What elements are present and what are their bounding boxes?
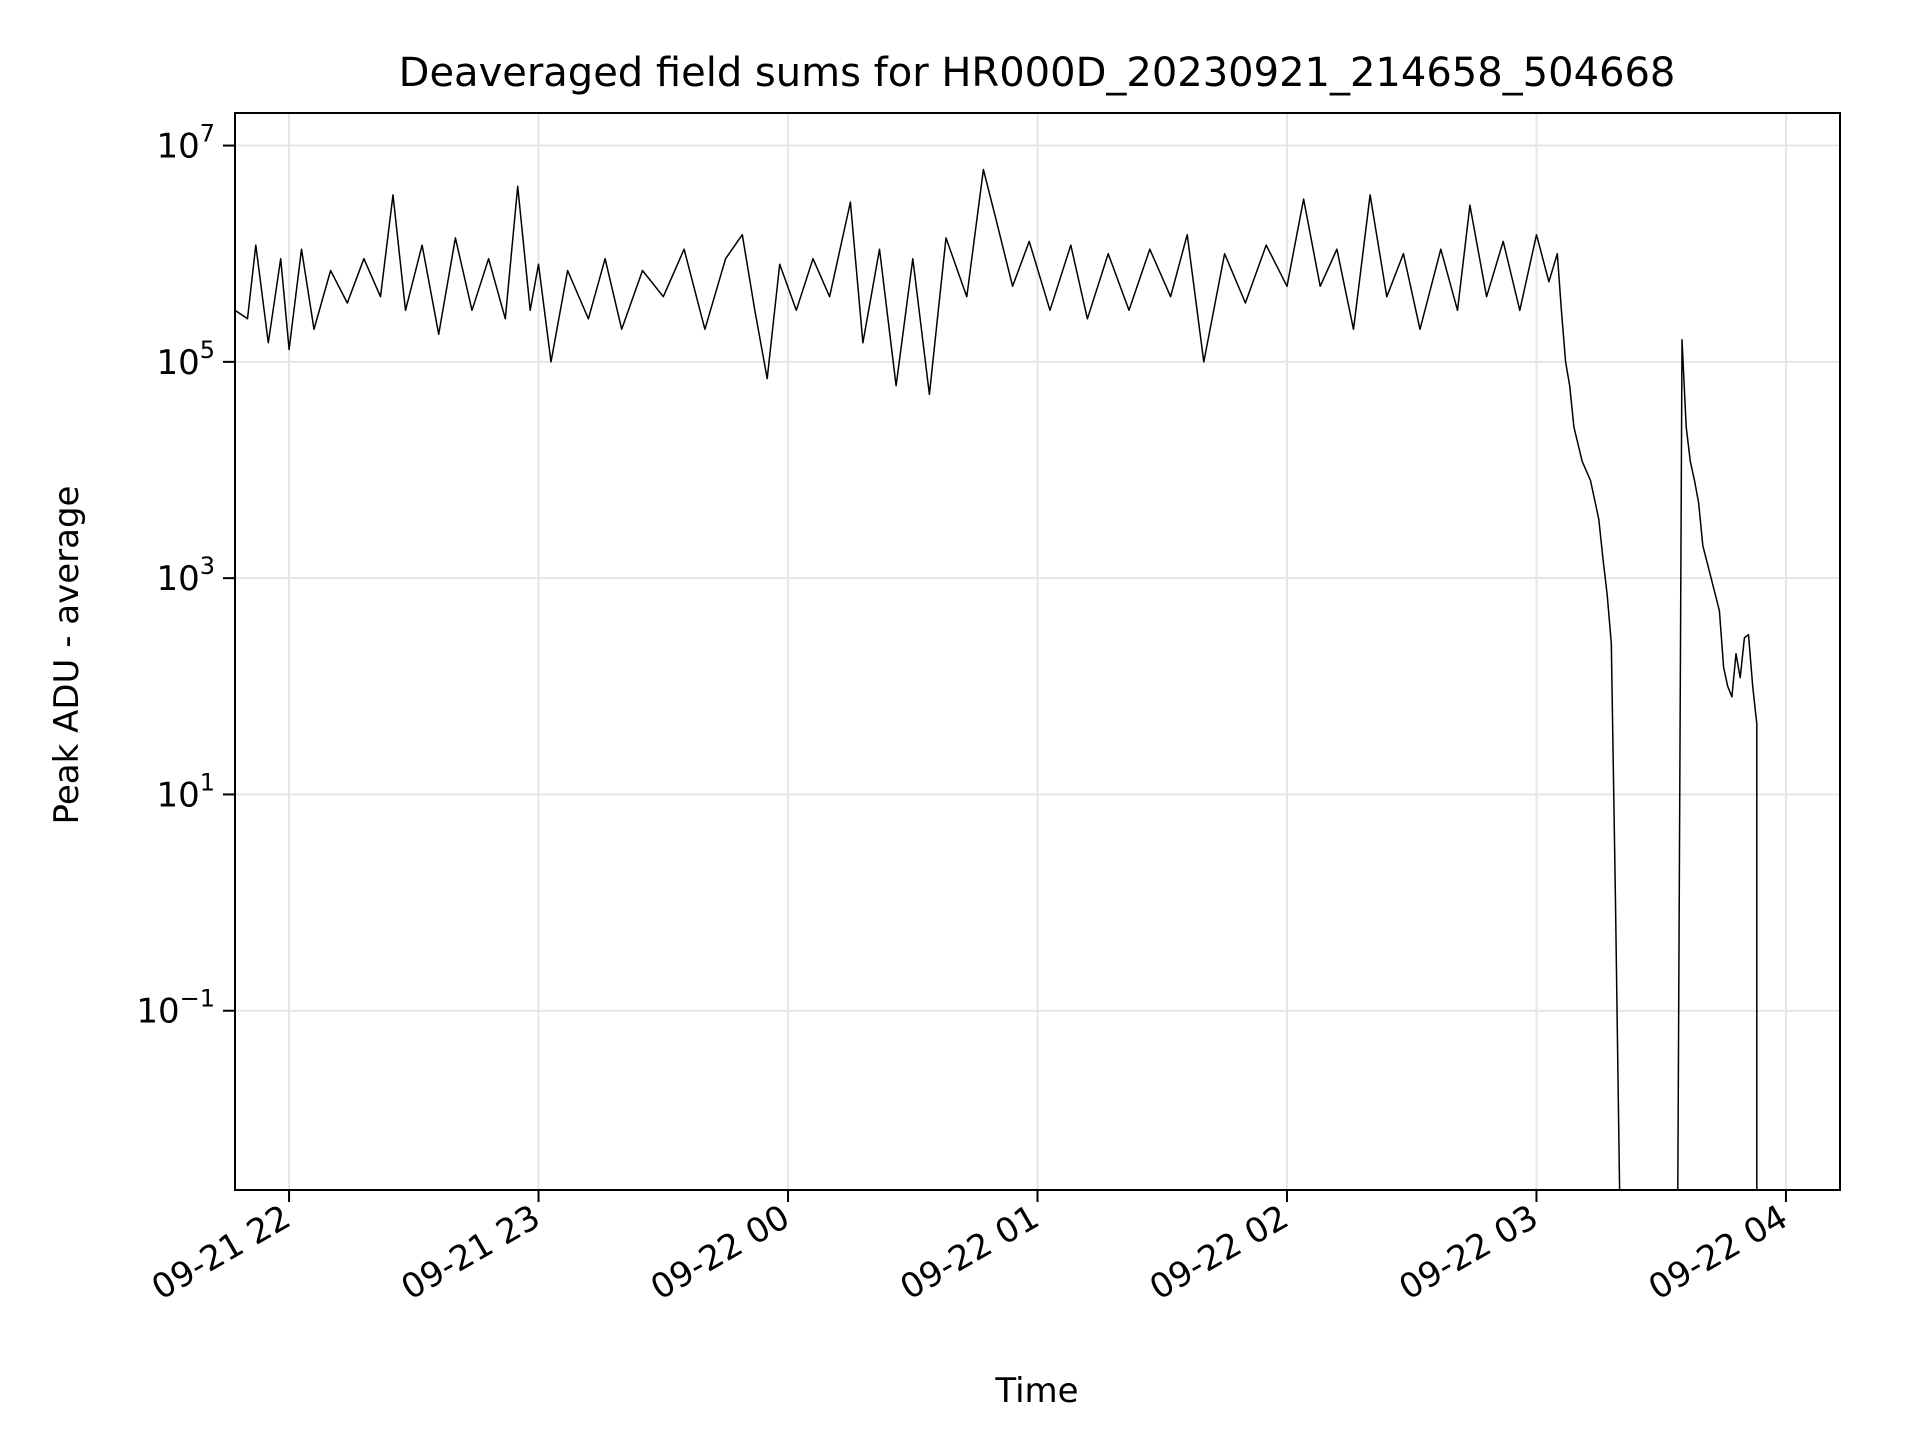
y-tick-exponent: −1 [180, 985, 215, 1013]
y-tick-label: 10−1 [136, 985, 215, 1032]
y-tick-exponent: 5 [200, 336, 215, 364]
series-line-2 [1677, 339, 1758, 1191]
grid [235, 113, 1840, 1190]
y-tick-base: 10 [156, 559, 199, 599]
y-tick-base: 10 [136, 992, 179, 1032]
y-tick-base: 10 [156, 343, 199, 383]
y-tick-exponent: 3 [200, 552, 215, 580]
series-line-1 [234, 168, 1621, 1191]
y-tick-base: 10 [156, 127, 199, 167]
y-tick-label: 101 [156, 768, 215, 815]
x-axis-label: Time [994, 1371, 1078, 1411]
y-tick-base: 10 [156, 775, 199, 815]
y-tick-label: 103 [156, 552, 215, 599]
y-axis-label: Peak ADU - average [47, 486, 87, 825]
y-tick-exponent: 7 [200, 120, 215, 148]
chart-title: Deaveraged field sums for HR000D_2023092… [399, 50, 1676, 96]
y-tick-exponent: 1 [200, 768, 215, 796]
plot-area [234, 168, 1758, 1191]
y-tick-label: 105 [156, 336, 215, 383]
y-tick-label: 107 [156, 120, 215, 167]
